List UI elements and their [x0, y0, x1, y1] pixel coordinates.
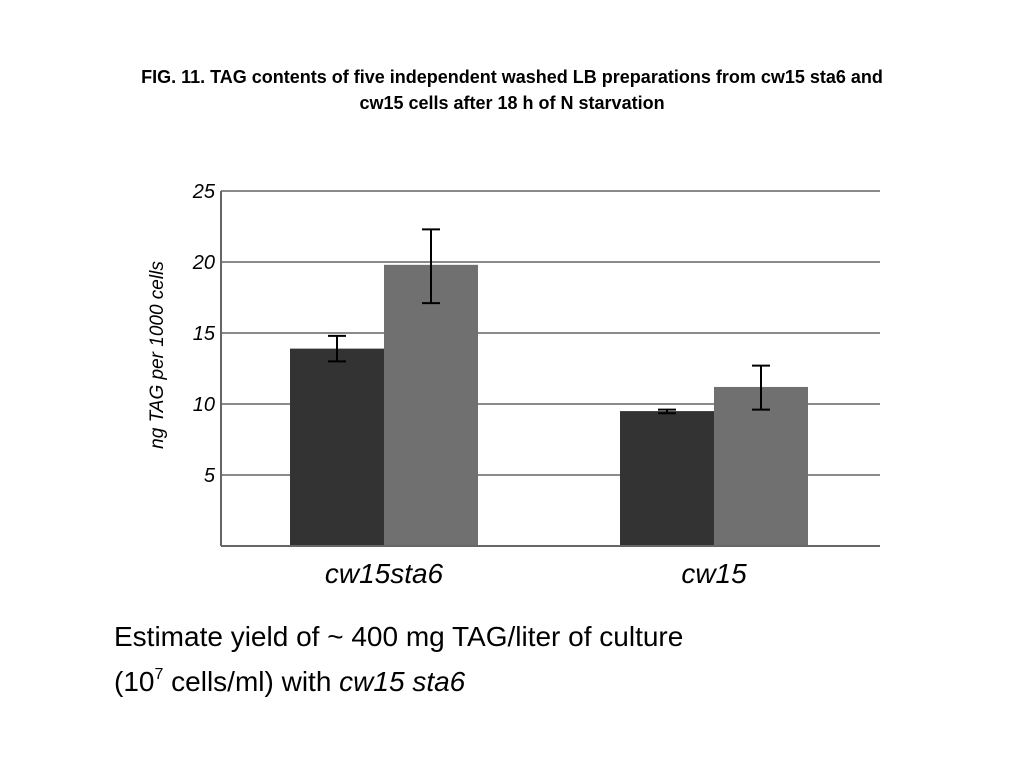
caption-line-1: Estimate yield of ~ 400 mg TAG/liter of … [114, 621, 684, 652]
y-tick-label-15: 15 [193, 323, 216, 345]
caption-exponent: 7 [154, 666, 164, 683]
x-category-label-cw15sta6: cw15sta6 [325, 558, 444, 589]
bar-cw15-series-2 [714, 386, 808, 546]
figure-title-line-1: FIG. 11. TAG contents of five independen… [141, 67, 883, 87]
figure-title: FIG. 11. TAG contents of five independen… [20, 64, 1004, 116]
y-tick-label-25: 25 [192, 181, 216, 203]
caption-line-2: (107 cells/ml) with cw15 sta6 [114, 656, 683, 701]
caption-middle: cells/ml) with [163, 666, 340, 697]
x-category-label-cw15: cw15 [681, 558, 747, 589]
figure-title-line-2: cw15 cells after 18 h of N starvation [359, 93, 665, 113]
y-axis-label: ng TAG per 1000 cells [147, 261, 168, 449]
axes [220, 191, 880, 547]
bars [290, 264, 808, 546]
yield-caption: Estimate yield of ~ 400 mg TAG/liter of … [114, 618, 683, 701]
y-tick-label-5: 5 [204, 465, 216, 487]
axis-labels: 5 10 15 20 25 cw15sta6 cw15 ng TAG per 1000 cel… [147, 181, 747, 589]
bar-cw15sta6-series-1 [290, 348, 384, 546]
y-tick-label-10: 10 [193, 394, 215, 416]
error-bars [328, 228, 770, 415]
caption-prefix: (10 [114, 666, 155, 697]
bar-cw15-series-1 [620, 411, 714, 546]
bar-cw15sta6-series-2 [384, 264, 478, 546]
bar-chart: 5 10 15 20 25 cw15sta6 cw15 ng TAG per 1000 cel… [147, 181, 880, 589]
y-tick-label-20: 20 [192, 252, 215, 274]
caption-strain: cw15 sta6 [339, 666, 466, 697]
